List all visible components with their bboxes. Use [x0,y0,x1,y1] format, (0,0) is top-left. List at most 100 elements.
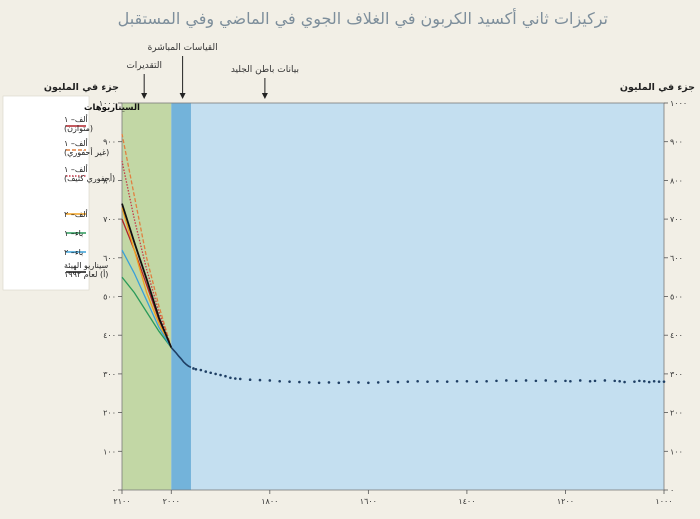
ice-core-point [475,380,478,383]
ice-core-point [308,381,311,384]
legend-label-4: باء– ١ [64,229,83,238]
legend-title: السيناريوهات [84,103,140,113]
ice-core-point [446,380,449,383]
ice-core-point [229,376,232,379]
y-tick-label-right: ٨٠٠ [670,176,683,185]
x-axis: ١٠٠٠ ١٢٠٠ ١٤٠٠ ١٦٠٠ ١٨٠٠ ٢٠٠٠ ٢١٠٠ [113,490,672,506]
y-tick-label-right: ٧٠٠ [670,215,683,224]
y-tick-label-left: ٤٠٠ [103,331,116,340]
ice-core-point [515,380,518,383]
legend-label-6: سيناريو الهيئة (أ) لعام ١٩٩٢ [64,261,108,279]
ice-core-point [347,381,350,384]
ice-core-point [338,382,341,385]
ice-core-point [416,380,419,383]
y-tick-label-right: ٩٠٠ [670,138,683,147]
chart-regions [122,103,664,490]
legend: السيناريوهات ألف– ١ (متوازن) ألف– ١ (غير أح… [3,96,140,290]
y-axis-right: ٠١٠٠٢٠٠٣٠٠٤٠٠٥٠٠٦٠٠٧٠٠٨٠٠٩٠٠١٠٠٠ [664,99,687,495]
annotation-arrowhead-0 [141,93,147,99]
legend-label-2: ألف– ١ (أحفوري كثيف) [64,164,115,183]
ice-core-point [357,381,360,384]
annotation-label-1: القياسات المباشرة [148,43,218,53]
ice-core-point [195,368,198,371]
legend-label-3: ألف– ٢ [64,209,88,219]
y-tick-label-left: ١٠٠ [103,447,116,456]
ice-core-point [214,373,217,376]
ice-core-point [318,382,321,385]
ice-core-point [224,375,227,378]
ice-core-point [239,378,242,381]
legend-label-5: باء– ٢ [64,248,83,257]
x-tick-label: ١٢٠٠ [557,497,574,506]
y-tick-label-right: ٣٠٠ [670,370,683,379]
ice-core-point [569,380,572,383]
y-tick-label-right: ١٠٠ [670,447,683,456]
y-tick-label-left: ٠ [112,486,116,495]
ice-core-point [544,379,547,382]
y-tick-label-right: ٢٠٠ [670,409,683,418]
y-tick-label-right: ٦٠٠ [670,254,683,263]
ice-core-point [525,379,528,382]
ice-core-point [604,379,607,382]
y-tick-label-left: ٥٠٠ [103,293,116,302]
y-axis-left: ٠ ١٠٠ ٢٠٠ ٣٠٠ ٤٠٠ ٥٠٠ ٦٠٠ ٧٠٠ ٨٠٠ ٩٠٠ ١٠٠٠ [99,99,122,495]
x-tick-label: ١٨٠٠ [261,497,278,506]
ice-core-point [485,380,488,383]
ice-core-point [648,381,651,384]
x-tick-label: ٢٠٠٠ [163,497,180,506]
ice-core-point [554,380,557,383]
x-tick-label: ١٠٠٠ [655,497,672,506]
ice-core-point [367,382,370,385]
annotation-arrowhead-2 [262,93,268,99]
ice-core-point [643,380,646,383]
y-tick-label-left: ٧٠٠ [103,215,116,224]
region-2 [191,103,664,490]
x-tick-label: ١٤٠٠ [458,497,475,506]
ice-core-point [613,380,616,383]
ice-core-point [505,379,508,382]
ice-core-point [328,381,331,384]
ice-core-point [466,380,469,383]
annotation-label-2: بيانات باطن الجليد [231,65,299,75]
ice-core-point [638,380,641,383]
ice-core-point [259,379,262,382]
ice-core-point [387,380,390,383]
y-tick-label-left: ٣٠٠ [103,370,116,379]
ice-core-point [426,380,429,383]
ice-core-point [269,379,272,382]
ice-core-point [234,377,237,380]
x-tick-label: ١٦٠٠ [360,497,377,506]
ice-core-point [535,380,538,383]
ice-core-point [278,380,281,383]
y-axis-left-label: جزء في المليون [44,82,119,93]
y-tick-label-left: ٢٠٠ [103,409,116,418]
region-0 [122,103,171,490]
ice-core-point [618,380,621,383]
ice-core-point [663,380,666,383]
ice-core-point [633,380,636,383]
ice-core-point [623,381,626,384]
ice-core-point [377,381,380,384]
y-axis-right-label: جزء في المليون [620,82,695,93]
x-tick-label: ٢١٠٠ [113,497,130,506]
ice-core-point [564,380,567,383]
y-tick-label-right: ٠ [670,486,674,495]
ice-core-point [658,380,661,383]
ice-core-point [594,380,597,383]
ice-core-point [200,369,203,372]
ice-core-point [397,381,400,384]
annotation-label-0: التقديرات [126,61,162,71]
y-tick-label-right: ١٠٠٠ [670,99,687,108]
ice-core-point [406,380,409,383]
annotation-arrowhead-1 [180,93,186,99]
ice-core-point [653,380,656,383]
ice-core-point [288,380,291,383]
period-annotations: التقديرات القياسات المباشرة بيانات باطن ال… [126,43,299,99]
ice-core-point [495,380,498,383]
ice-core-point [249,378,252,381]
y-tick-label-left: ٩٠٠ [103,138,116,147]
ice-core-point [219,374,222,377]
ice-core-point [456,380,459,383]
ice-core-point [298,381,301,384]
